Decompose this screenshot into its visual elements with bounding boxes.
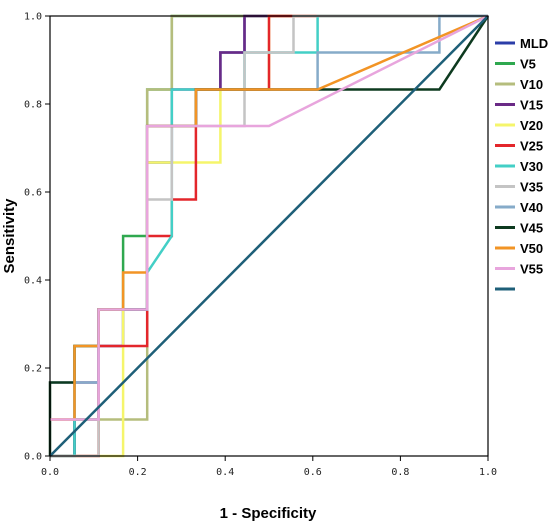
legend-label: MLD (520, 36, 548, 51)
axes: 0.0 0.0 0.2 0.2 0.4 0.4 0.6 0.6 0.8 0.8 1.0 1.0 (24, 12, 497, 479)
legend-label: V10 (520, 77, 543, 92)
legend-label: V45 (520, 221, 543, 236)
y-axis-title: Sensitivity (1, 198, 18, 274)
y-tick-label: 0.6 (24, 188, 42, 199)
y-tick-label: 0.2 (24, 364, 42, 375)
plot-frame (49, 15, 489, 457)
legend-label: V50 (520, 241, 543, 256)
legend-label: V30 (520, 159, 543, 174)
x-axis-title: 1 - Specificity (220, 505, 317, 521)
legend-label: V25 (520, 139, 543, 154)
legend-label: V55 (520, 262, 543, 277)
series-line-v55 (50, 14, 489, 421)
x-tick-label: 0.8 (391, 467, 409, 478)
y-tick-label: 0.0 (24, 452, 42, 463)
y-tick-label: 0.4 (24, 276, 42, 287)
legend-label: V35 (520, 180, 543, 195)
legend-label: V40 (520, 200, 543, 215)
legend-label: V20 (520, 118, 543, 133)
y-tick-label: 0.8 (24, 100, 42, 111)
x-tick-label: 0.6 (304, 467, 322, 478)
plot-area (48, 14, 490, 458)
series-line-v50 (50, 14, 489, 421)
series-line-reference (49, 15, 489, 457)
legend: MLD V5 V10 V15 V20 V25 V30 V35 V40 V45 V50 V55 (495, 36, 548, 291)
legend-label: V15 (520, 98, 543, 113)
x-tick-label: 1.0 (479, 467, 497, 478)
legend-label: V5 (520, 57, 536, 72)
y-tick-label: 1.0 (24, 12, 42, 23)
x-tick-label: 0.4 (216, 467, 234, 478)
x-tick-label: 0.0 (41, 467, 59, 478)
x-tick-label: 0.2 (129, 467, 147, 478)
